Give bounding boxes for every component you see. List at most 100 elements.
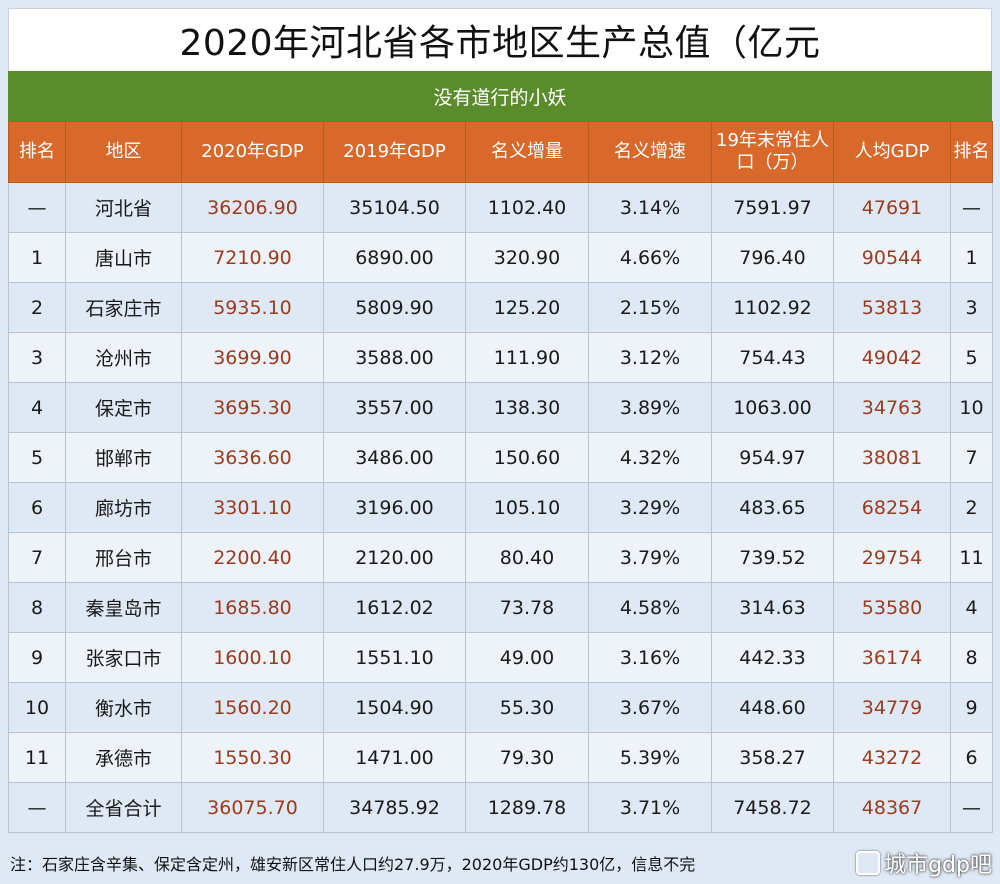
table-cell: 90544: [833, 232, 951, 283]
table-cell: 9: [950, 682, 993, 733]
table-cell: 张家口市: [65, 632, 182, 683]
table-cell: 8: [8, 582, 66, 633]
table-cell: 4.66%: [588, 232, 712, 283]
table-cell: 承德市: [65, 732, 182, 783]
table-cell: 衡水市: [65, 682, 182, 733]
table-cell: 保定市: [65, 382, 182, 433]
table-cell: 邢台市: [65, 532, 182, 583]
table-cell: 1289.78: [465, 782, 589, 833]
table-cell: 5809.90: [323, 282, 466, 333]
table-cell: 1600.10: [181, 632, 324, 683]
table-cell: 138.30: [465, 382, 589, 433]
table-cell: 3: [950, 282, 993, 333]
table-cell: 442.33: [711, 632, 834, 683]
table-cell: 125.20: [465, 282, 589, 333]
table-cell: 1550.30: [181, 732, 324, 783]
table-cell: 2120.00: [323, 532, 466, 583]
table-cell: 2: [8, 282, 66, 333]
table-cell: —: [950, 782, 993, 833]
table-cell: 1102.92: [711, 282, 834, 333]
table-row: 6 廊坊市 3301.10 3196.00 105.10 3.29% 483.65 68254…: [8, 482, 993, 533]
table-cell: 7: [8, 532, 66, 583]
table-cell: 11: [950, 532, 993, 583]
table-cell: 448.60: [711, 682, 834, 733]
table-cell: 3.71%: [588, 782, 712, 833]
table-cell: 49042: [833, 332, 951, 383]
table-cell: 2200.40: [181, 532, 324, 583]
table-cell: 34785.92: [323, 782, 466, 833]
table-cell: 唐山市: [65, 232, 182, 283]
table-cell: 34763: [833, 382, 951, 433]
table-cell: 3695.30: [181, 382, 324, 433]
table-cell: 358.27: [711, 732, 834, 783]
column-header: 人均GDP: [833, 121, 951, 183]
table-cell: 3588.00: [323, 332, 466, 383]
table-cell: 43272: [833, 732, 951, 783]
table-cell: 1102.40: [465, 182, 589, 233]
table-cell: 5935.10: [181, 282, 324, 333]
table-cell: 73.78: [465, 582, 589, 633]
table-cell: 3.67%: [588, 682, 712, 733]
table-cell: 5: [950, 332, 993, 383]
table-cell: 36174: [833, 632, 951, 683]
table-cell: 3.14%: [588, 182, 712, 233]
page-title: 2020年河北省各市地区生产总值（亿元: [8, 8, 992, 71]
table-cell: 3486.00: [323, 432, 466, 483]
table-cell: 5.39%: [588, 732, 712, 783]
table-row: 3 沧州市 3699.90 3588.00 111.90 3.12% 754.43 49042…: [8, 332, 993, 383]
table-body: — 河北省 36206.90 35104.50 1102.40 3.14% 7591.97 4…: [8, 182, 993, 833]
table-cell: 3: [8, 332, 66, 383]
table-cell: 3.12%: [588, 332, 712, 383]
table-cell: 3.79%: [588, 532, 712, 583]
table-row: 7 邢台市 2200.40 2120.00 80.40 3.79% 739.52 29754 1…: [8, 532, 993, 583]
table-cell: 1: [950, 232, 993, 283]
table-row: 8 秦皇岛市 1685.80 1612.02 73.78 4.58% 314.63 53580…: [8, 582, 993, 633]
table-cell: 3557.00: [323, 382, 466, 433]
watermark-logo-icon: [856, 851, 881, 875]
table-cell: 4.58%: [588, 582, 712, 633]
table-cell: 6: [8, 482, 66, 533]
table-cell: 7458.72: [711, 782, 834, 833]
table-row: 9 张家口市 1600.10 1551.10 49.00 3.16% 442.33 36174…: [8, 632, 993, 683]
table-cell: 754.43: [711, 332, 834, 383]
table-cell: 53580: [833, 582, 951, 633]
table-cell: 1: [8, 232, 66, 283]
column-header: 名义增速: [588, 121, 712, 183]
header-row: 排名 地区 2020年GDP 2019年GDP 名义增量 名义增速 19年末常住人口（万）人…: [8, 121, 993, 183]
table-cell: 1685.80: [181, 582, 324, 633]
table-cell: 廊坊市: [65, 482, 182, 533]
table-cell: 10: [8, 682, 66, 733]
column-header: 2020年GDP: [181, 121, 324, 183]
table-cell: 35104.50: [323, 182, 466, 233]
column-header: 排名: [950, 121, 993, 183]
table-cell: 68254: [833, 482, 951, 533]
table-cell: 34779: [833, 682, 951, 733]
table-cell: 314.63: [711, 582, 834, 633]
table-cell: 全省合计: [65, 782, 182, 833]
table-cell: 5: [8, 432, 66, 483]
table-cell: 7: [950, 432, 993, 483]
column-header: 19年末常住人口（万）: [711, 121, 834, 183]
table-cell: 111.90: [465, 332, 589, 383]
table-cell: 2: [950, 482, 993, 533]
table-cell: 53813: [833, 282, 951, 333]
table-cell: 105.10: [465, 482, 589, 533]
table-row: 11 承德市 1550.30 1471.00 79.30 5.39% 358.27 43272…: [8, 732, 993, 783]
table-cell: —: [950, 182, 993, 233]
table-cell: 3.16%: [588, 632, 712, 683]
column-header: 名义增量: [465, 121, 589, 183]
table-cell: 150.60: [465, 432, 589, 483]
table-cell: —: [8, 182, 66, 233]
table-cell: 6890.00: [323, 232, 466, 283]
table-cell: 1504.90: [323, 682, 466, 733]
table-cell: 7210.90: [181, 232, 324, 283]
table-cell: 483.65: [711, 482, 834, 533]
table-cell: 邯郸市: [65, 432, 182, 483]
table-cell: 河北省: [65, 182, 182, 233]
table-cell: 4.32%: [588, 432, 712, 483]
table-cell: 48367: [833, 782, 951, 833]
table-cell: 49.00: [465, 632, 589, 683]
table-cell: 4: [8, 382, 66, 433]
table-cell: 3.89%: [588, 382, 712, 433]
table-cell: 320.90: [465, 232, 589, 283]
